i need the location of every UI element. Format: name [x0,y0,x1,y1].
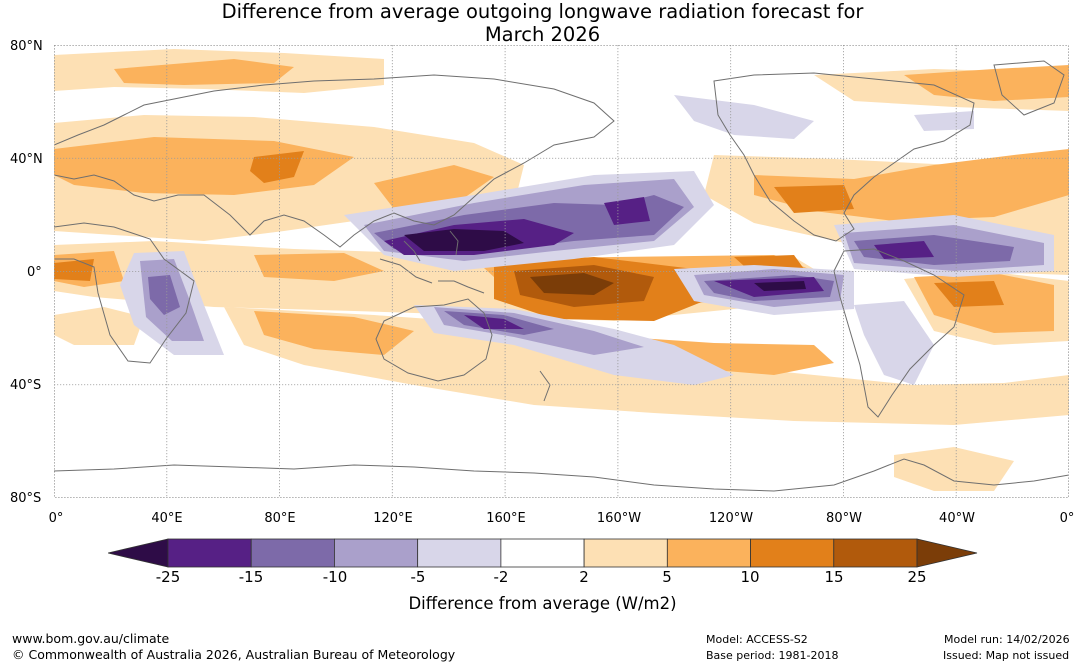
colorbar-tick: -5 [410,568,426,586]
footer-model: Model: ACCESS-S2 [706,633,808,646]
lat-label-80n: 80°N [10,39,43,54]
colorbar-segment [334,538,419,568]
map-title-line2: March 2026 [484,23,601,46]
colorbar-segment [167,538,252,568]
colorbar-tick: 5 [662,568,672,586]
colorbar-tick: -15 [238,568,264,586]
colorbar-segment [583,538,668,568]
lon-label-0-left: 0° [48,511,64,526]
colorbar-segment [666,538,751,568]
footer-model-run: Model run: 14/02/2026 [944,633,1070,646]
colorbar-extend-low [108,538,169,568]
footer-base-period: Base period: 1981-2018 [706,649,839,662]
colorbar-tick: 25 [907,568,927,586]
footer-copyright: © Commonwealth of Australia 2026, Austra… [12,647,456,662]
olr-anomaly-map [54,45,1069,498]
lon-label-160e: 160°E [486,511,526,526]
colorbar-tick: 15 [824,568,844,586]
footer-issued: Issued: Map not issued [943,649,1070,662]
map-title: Difference from average outgoing longwav… [0,0,1085,46]
lat-label-80s: 80°S [10,491,42,506]
lat-label-40n: 40°N [10,152,43,167]
lon-label-40e: 40°E [151,511,183,526]
colorbar-tick: -25 [155,568,181,586]
footer-website: www.bom.gov.au/climate [12,631,170,646]
colorbar-label: Difference from average (W/m2) [408,594,677,613]
lon-label-80w: 80°W [826,511,862,526]
negative-anomaly-fields [120,95,1054,385]
lon-label-160w: 160°W [596,511,642,526]
lat-label-40s: 40°S [10,378,42,393]
lat-label-0: 0° [27,265,42,280]
colorbar-extend-high [916,538,978,568]
gridlines [54,45,1069,498]
coastlines [54,60,1069,492]
lon-label-40w: 40°W [939,511,975,526]
colorbar-segment [250,538,335,568]
lon-label-120w: 120°W [708,511,754,526]
lon-label-0-right: 0° [1059,511,1075,526]
colorbar-tick: -10 [322,568,348,586]
colorbar-segment [750,538,835,568]
colorbar-segment [417,538,502,568]
colorbar-tick: -2 [493,568,509,586]
colorbar [108,538,978,568]
colorbar-segment [500,538,585,568]
colorbar-tick: 2 [579,568,589,586]
map-title-line1: Difference from average outgoing longwav… [221,0,864,23]
lon-label-80e: 80°E [264,511,296,526]
colorbar-tick: 10 [740,568,760,586]
colorbar-segment [833,538,918,568]
lon-label-120e: 120°E [373,511,413,526]
